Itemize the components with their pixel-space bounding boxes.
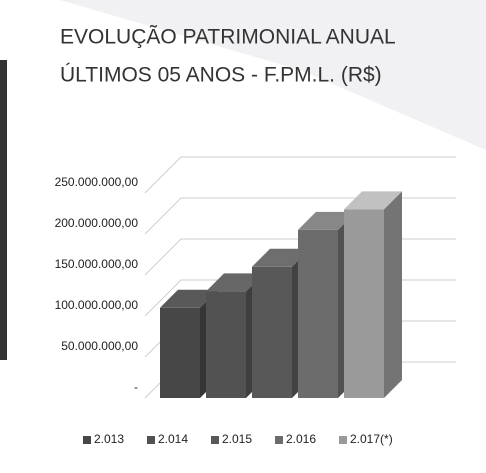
- y-tick-label: 200.000.000,00: [55, 216, 139, 230]
- bar: [298, 229, 338, 398]
- legend-label: 2.013: [94, 432, 124, 446]
- legend-label: 2.014: [158, 432, 188, 446]
- left-border: [0, 60, 7, 360]
- y-tick-label: -: [134, 380, 138, 394]
- y-tick-label: 100.000.000,00: [55, 298, 139, 312]
- bar-top: [298, 211, 356, 230]
- y-tick-label: 150.000.000,00: [55, 257, 139, 271]
- y-tick-label: 250.000.000,00: [55, 175, 139, 189]
- y-tick-label: 50.000.000,00: [61, 339, 138, 353]
- legend-swatch: [147, 436, 155, 444]
- background-shape: [60, 0, 486, 150]
- bar-top: [206, 273, 264, 292]
- legend-label: 2.017(*): [350, 432, 393, 446]
- bar: [344, 209, 384, 398]
- bar-top: [344, 191, 402, 210]
- legend-label: 2.015: [222, 432, 252, 446]
- bar-side: [384, 191, 402, 398]
- bar: [206, 291, 246, 398]
- bar: [160, 307, 200, 398]
- legend-swatch: [339, 436, 347, 444]
- legend-swatch: [211, 436, 219, 444]
- legend-swatch: [275, 436, 283, 444]
- legend-swatch: [83, 436, 91, 444]
- grid-line: [144, 156, 456, 194]
- chart-subtitle: ÚLTIMOS 05 ANOS - F.PM.L. (R$): [60, 64, 382, 87]
- chart-title: EVOLUÇÃO PATRIMONIAL ANUAL: [60, 25, 396, 49]
- bar-top: [160, 289, 218, 308]
- legend-label: 2.016: [286, 432, 316, 446]
- bar-top: [252, 248, 310, 267]
- bar: [252, 266, 292, 398]
